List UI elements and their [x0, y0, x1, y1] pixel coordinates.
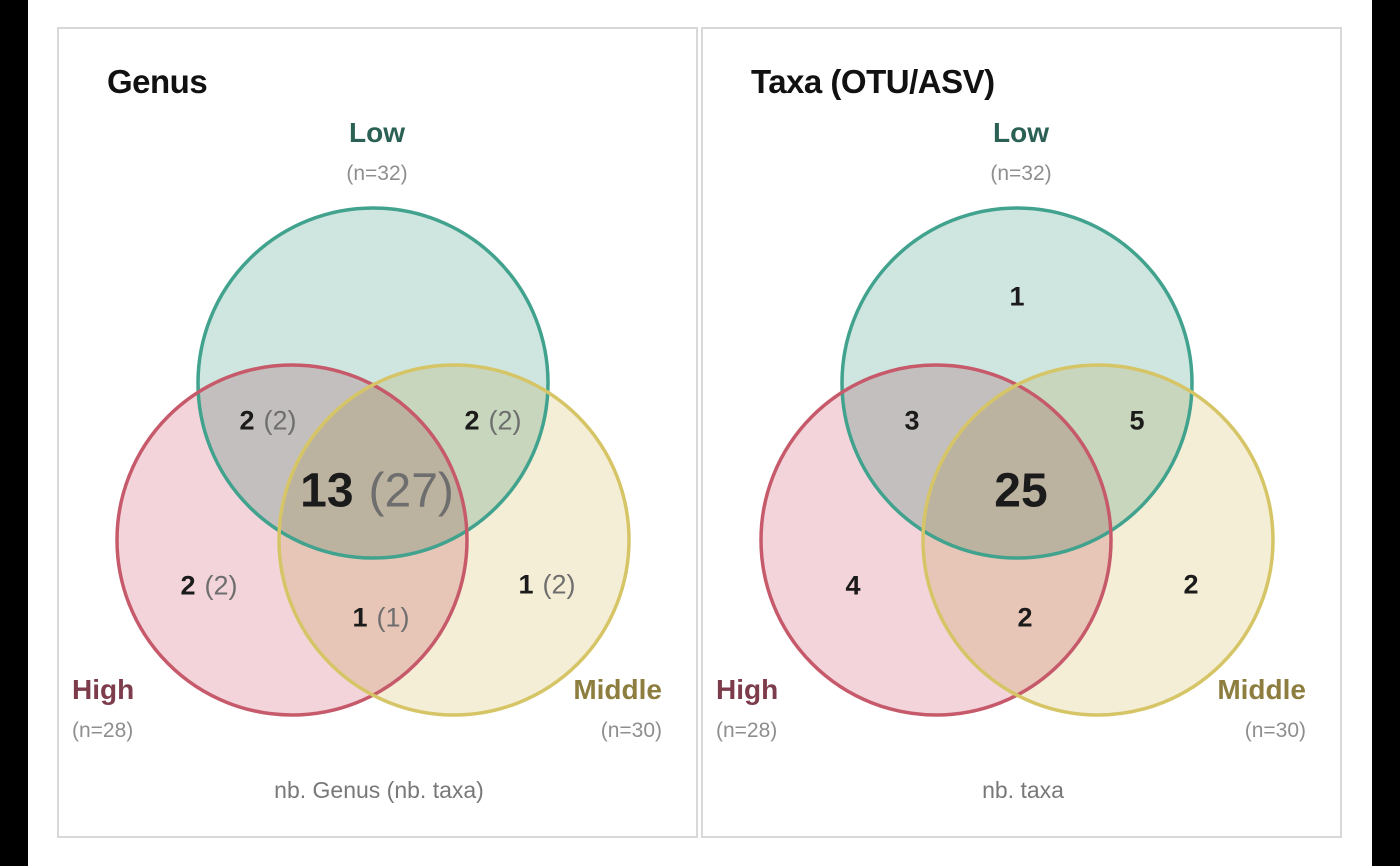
region-count-high-middle: 1 (1): [352, 603, 409, 634]
set-label-middle: Middle (n=30): [573, 674, 662, 743]
region-count-middle-only: 2: [1183, 570, 1198, 601]
set-label-high: High (n=28): [716, 674, 778, 743]
set-size-middle: (n=30): [600, 719, 662, 742]
venn-circle-low-stroke: [840, 206, 1194, 560]
region-count-center: 13 (27): [300, 464, 454, 519]
set-size-high: (n=28): [716, 719, 778, 742]
set-label-high: High (n=28): [72, 674, 134, 743]
region-count-high-only: 2 (2): [180, 571, 237, 602]
set-size-high: (n=28): [72, 719, 134, 742]
venn-diagram-taxa: [759, 206, 1275, 717]
venn-circle-high-stroke: [115, 363, 469, 717]
set-label-low: Low (n=32): [990, 117, 1051, 186]
count-main: 1: [518, 569, 534, 600]
set-size-low: (n=32): [346, 162, 408, 185]
count-main: 2: [1017, 602, 1033, 633]
count-main: 1: [1009, 281, 1025, 312]
region-count-high-low: 3: [904, 406, 919, 437]
region-count-high-low: 2 (2): [239, 406, 296, 437]
set-name-low: Low: [348, 117, 405, 148]
set-name-low: Low: [992, 117, 1049, 148]
venn-circle-middle-stroke: [277, 363, 631, 717]
region-count-low-middle: 2 (2): [464, 406, 521, 437]
axis-caption-taxa: nb. taxa: [982, 777, 1064, 803]
venn-circle-middle-stroke: [921, 363, 1275, 717]
panel-genus: Genus Low (n=32) High (n=28) Middle (n=3…: [57, 27, 698, 838]
panel-title-genus: Genus: [107, 63, 208, 100]
panel-title-taxa: Taxa (OTU/ASV): [751, 63, 995, 100]
count-main: 2: [180, 570, 196, 601]
venn-diagram-genus: [115, 206, 631, 717]
count-main: 5: [1129, 405, 1145, 436]
region-count-low-middle: 5: [1129, 406, 1144, 437]
region-count-high-middle: 2: [1017, 603, 1032, 634]
count-sub: (1): [376, 602, 410, 633]
count-sub: (2): [263, 405, 297, 436]
region-count-high-only: 4: [845, 571, 860, 602]
count-sub: (2): [204, 570, 238, 601]
set-name-middle: Middle: [573, 674, 662, 705]
set-name-middle: Middle: [1217, 674, 1306, 705]
set-label-low: Low (n=32): [346, 117, 407, 186]
set-name-high: High: [72, 674, 135, 705]
set-name-high: High: [716, 674, 779, 705]
venn-circle-low-stroke: [196, 206, 550, 560]
region-count-center: 25: [994, 464, 1047, 519]
count-main: 2: [1183, 569, 1199, 600]
set-size-low: (n=32): [990, 162, 1052, 185]
set-label-middle: Middle (n=30): [1217, 674, 1306, 743]
count-main: 2: [464, 405, 480, 436]
letterbox-left: [0, 0, 28, 866]
count-main: 4: [845, 570, 861, 601]
region-count-low-only: 1: [1009, 282, 1024, 313]
count-sub: (2): [542, 569, 576, 600]
axis-caption-genus: nb. Genus (nb. taxa): [274, 777, 484, 803]
set-size-middle: (n=30): [1244, 719, 1306, 742]
count-main: 25: [994, 464, 1048, 518]
panel-taxa: Taxa (OTU/ASV) Low (n=32) High (n=28) Mi…: [701, 27, 1342, 838]
count-main: 3: [904, 405, 920, 436]
region-count-middle-only: 1 (2): [518, 570, 575, 601]
count-sub: (2): [488, 405, 522, 436]
letterbox-right: [1372, 0, 1400, 866]
count-main: 2: [239, 405, 255, 436]
count-main: 13: [300, 464, 354, 518]
count-sub: (27): [368, 464, 454, 518]
venn-circle-high-stroke: [759, 363, 1113, 717]
count-main: 1: [352, 602, 368, 633]
